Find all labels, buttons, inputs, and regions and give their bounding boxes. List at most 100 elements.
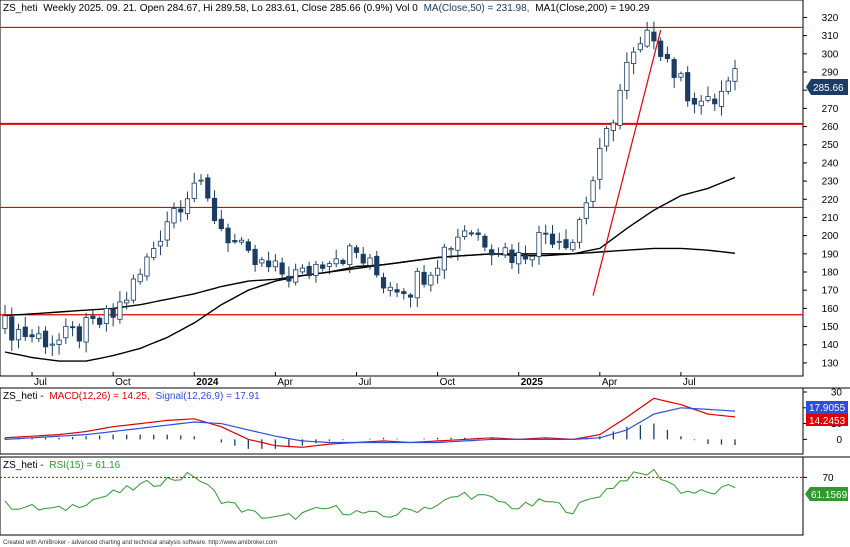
macd-panel-header: ZS_heti - MACD(12,26) = 14.25, Signal(12… [3,391,260,402]
rsi-label: RSI(15) = 61.16 [49,460,120,471]
price-panel-frame [0,0,804,377]
candle-down [306,266,312,277]
price-tick-label: 220 [822,195,839,206]
candle-down [543,232,549,235]
candle-down [69,326,76,329]
candle-down [380,277,387,289]
price-y-axis: 130 140 150 160 170 180 190 200 210 220 230 240 250 2… [803,13,839,369]
candle-up [191,182,197,199]
candle-up [387,286,393,291]
time-tick-label: Oct [115,377,131,388]
candle-up [448,248,454,251]
signal-line [4,407,736,444]
candle-up [698,100,704,107]
candle-down [475,232,481,235]
time-tick-label: Apr [602,377,618,388]
candle-up [590,180,596,202]
candle-up [326,263,333,267]
macd-tag-value: 14.2453 [809,416,846,427]
price-tick-label: 310 [822,31,839,42]
last-price-tag: 285.66 [806,79,848,95]
candle-up [428,274,434,286]
candle-up [63,325,69,339]
candle-down [286,275,292,282]
candle-down [509,249,515,264]
candle-down [211,197,218,222]
candle-down [482,235,488,248]
price-tick-label: 250 [822,140,839,151]
candle-up [462,230,468,238]
candle-up [631,51,637,65]
candle-up [556,240,562,243]
candle-up [151,248,157,258]
candle-down [97,317,103,325]
candle-up [367,257,373,266]
candle-up [293,269,299,283]
symbol-label: ZS_heti [3,3,37,14]
trendline [592,30,662,296]
candle-down [245,241,251,251]
candle-up [117,301,123,320]
candle-down [218,218,224,230]
candle-up [617,89,623,126]
candle-down [9,316,15,341]
rsi-symbol: ZS_heti - [3,460,44,471]
time-tick-label: Oct [440,377,456,388]
candle-up [705,96,711,101]
time-tick-label: 2024 [196,377,219,388]
price-tick-label: 130 [822,358,839,369]
candle-down [691,98,698,105]
candle-up [725,80,731,92]
candle-up [130,278,137,301]
candle-down [110,308,116,318]
candle-up [56,339,62,345]
candle-down [495,253,502,256]
candle-up [144,256,150,277]
candle-up [259,259,265,264]
candle-down [685,72,691,102]
time-x-axis: Jul Oct 2024 Apr Jul Oct 2025 Apr Jul [31,372,696,388]
candle-down [563,239,569,249]
candle-down [671,59,677,78]
macd-tick-label: 0 [836,435,842,446]
candle-up [441,246,447,271]
price-tick-label: 140 [822,340,839,351]
candle-up [718,90,725,107]
candle-up [2,315,8,329]
candle-up [536,232,542,257]
time-tick-label: Jul [683,377,696,388]
rsi-tick-label: 70 [822,473,834,484]
candle-up [644,29,650,47]
candle-down [76,326,82,342]
candle-down [205,177,211,199]
price-tick-label: 160 [822,304,839,315]
candle-up [434,267,441,276]
price-tick-label: 180 [822,268,839,279]
candle-up [49,343,55,346]
candle-up [455,236,461,251]
candle-down [394,289,400,293]
candle-up [732,68,738,82]
price-tick-label: 230 [822,177,839,188]
candle-down [90,315,96,319]
trendline-line [592,30,662,296]
candle-up [597,147,603,180]
candle-down [42,330,49,348]
candle-down [651,31,657,42]
candle-up [333,258,339,265]
candle-up [157,240,164,247]
price-tick-label: 210 [822,213,839,224]
candle-down [279,262,285,275]
candle-up [103,308,109,324]
candle-up [637,43,643,51]
candle-up [516,252,522,265]
candle-up [576,219,583,243]
candle-down [658,40,664,57]
candle-down [225,227,231,244]
price-tick-label: 300 [822,49,839,60]
rsi-line [4,468,736,520]
candle-down [549,233,556,245]
candle-up [603,128,610,147]
